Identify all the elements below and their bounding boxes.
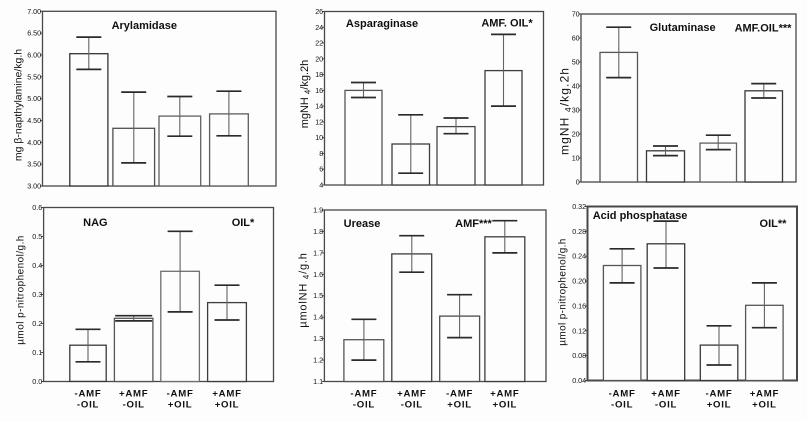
svg-text:AMF.OIL***: AMF.OIL*** (735, 23, 793, 35)
svg-text:NAG: NAG (83, 217, 107, 229)
svg-text:+OIL: +OIL (493, 400, 518, 411)
svg-text:1.7: 1.7 (313, 248, 323, 257)
svg-text:1.5: 1.5 (313, 291, 323, 300)
svg-text:14: 14 (315, 102, 323, 111)
svg-text:1.4: 1.4 (313, 313, 323, 322)
svg-text:6.00: 6.00 (27, 51, 41, 60)
svg-text:-AMF: -AMF (706, 389, 733, 400)
svg-text:4: 4 (319, 181, 323, 190)
svg-text:30: 30 (572, 106, 580, 115)
svg-text:12: 12 (315, 117, 323, 126)
svg-text:0.24: 0.24 (572, 252, 586, 261)
svg-text:50: 50 (572, 58, 580, 67)
svg-text:Asparaginase: Asparaginase (346, 18, 418, 30)
svg-text:0.3: 0.3 (32, 290, 42, 299)
svg-text:OIL*: OIL* (232, 217, 255, 229)
svg-text:Arylamidase: Arylamidase (112, 20, 177, 32)
svg-text:0.4: 0.4 (32, 261, 42, 270)
svg-text:+OIL: +OIL (215, 400, 240, 411)
svg-text:20: 20 (572, 130, 580, 139)
svg-text:20: 20 (315, 54, 323, 63)
svg-text:µmol p-nitrophenol/g.h: µmol p-nitrophenol/g.h (16, 235, 27, 345)
svg-text:0.28: 0.28 (572, 227, 586, 236)
svg-text:mg β-napthylamine/kg.h: mg β-napthylamine/kg.h (13, 49, 25, 161)
svg-text:+OIL: +OIL (447, 400, 472, 411)
svg-text:3.50: 3.50 (27, 160, 41, 169)
svg-text:5.00: 5.00 (27, 94, 41, 103)
svg-text:7.00: 7.00 (27, 7, 41, 16)
svg-text:-OIL: -OIL (401, 400, 423, 411)
svg-text:10: 10 (572, 154, 580, 163)
svg-text:µmolNH 4/g.h: µmolNH 4/g.h (298, 252, 311, 327)
svg-text:0.16: 0.16 (572, 301, 586, 310)
svg-text:6: 6 (319, 165, 323, 174)
svg-text:70: 70 (572, 10, 580, 19)
svg-text:0: 0 (576, 178, 580, 187)
svg-text:mgNH 4/kg.2h: mgNH 4/kg.2h (299, 60, 312, 129)
svg-text:4.50: 4.50 (27, 116, 41, 125)
svg-text:AMF***: AMF*** (455, 218, 492, 230)
svg-text:3.00: 3.00 (27, 182, 41, 191)
svg-text:Glutaminase: Glutaminase (650, 22, 716, 34)
svg-text:mgNH 4/kg.2h: mgNH 4/kg.2h (558, 67, 574, 155)
svg-text:60: 60 (572, 34, 580, 43)
svg-text:AMF. OIL*: AMF. OIL* (481, 18, 533, 30)
svg-text:18: 18 (315, 70, 323, 79)
svg-text:-AMF: -AMF (609, 389, 636, 400)
svg-text:+OIL: +OIL (707, 400, 732, 411)
svg-text:4.00: 4.00 (27, 138, 41, 147)
svg-text:24: 24 (315, 23, 323, 32)
svg-text:0.0: 0.0 (32, 377, 42, 386)
svg-text:0.2: 0.2 (32, 319, 42, 328)
svg-text:1.2: 1.2 (313, 356, 323, 365)
svg-text:-OIL: -OIL (123, 400, 145, 411)
svg-text:-AMF: -AMF (75, 389, 102, 400)
svg-text:1.1: 1.1 (313, 377, 323, 386)
svg-text:+AMF: +AMF (651, 389, 680, 400)
svg-text:-OIL: -OIL (77, 400, 99, 411)
svg-text:8: 8 (319, 149, 323, 158)
svg-text:22: 22 (315, 39, 323, 48)
svg-text:+AMF: +AMF (212, 389, 241, 400)
svg-text:-AMF: -AMF (350, 389, 377, 400)
svg-text:0.5: 0.5 (32, 232, 42, 241)
svg-text:-AMF: -AMF (167, 389, 194, 400)
svg-text:-OIL: -OIL (655, 400, 677, 411)
svg-text:16: 16 (315, 86, 323, 95)
svg-text:0.12: 0.12 (572, 326, 586, 335)
svg-text:+OIL: +OIL (752, 400, 777, 411)
svg-text:10: 10 (315, 133, 323, 142)
svg-text:+AMF: +AMF (490, 389, 519, 400)
svg-text:0.1: 0.1 (32, 348, 42, 357)
svg-text:0.32: 0.32 (572, 202, 586, 211)
svg-text:+AMF: +AMF (750, 389, 779, 400)
svg-text:Urease: Urease (344, 218, 381, 230)
svg-text:+AMF: +AMF (119, 389, 148, 400)
svg-text:-AMF: -AMF (446, 389, 473, 400)
svg-text:OIL**: OIL** (760, 218, 788, 230)
svg-text:0.20: 0.20 (572, 277, 586, 286)
svg-text:40: 40 (572, 82, 580, 91)
svg-text:0.04: 0.04 (572, 376, 586, 385)
svg-text:1.3: 1.3 (313, 334, 323, 343)
svg-text:1.8: 1.8 (313, 227, 323, 236)
svg-text:0.08: 0.08 (572, 351, 586, 360)
svg-text:-OIL: -OIL (611, 400, 633, 411)
svg-text:0.6: 0.6 (32, 203, 42, 212)
svg-text:6.50: 6.50 (27, 29, 41, 38)
svg-text:+OIL: +OIL (168, 400, 193, 411)
svg-text:µmol p-nitrophenol/g.h: µmol p-nitrophenol/g.h (558, 238, 569, 345)
svg-text:-OIL: -OIL (353, 400, 375, 411)
svg-text:Acid phosphatase: Acid phosphatase (593, 210, 688, 222)
svg-text:26: 26 (315, 7, 323, 16)
svg-text:1.6: 1.6 (313, 270, 323, 279)
svg-text:+AMF: +AMF (397, 389, 426, 400)
svg-text:1.9: 1.9 (313, 206, 323, 215)
svg-text:5.50: 5.50 (27, 72, 41, 81)
